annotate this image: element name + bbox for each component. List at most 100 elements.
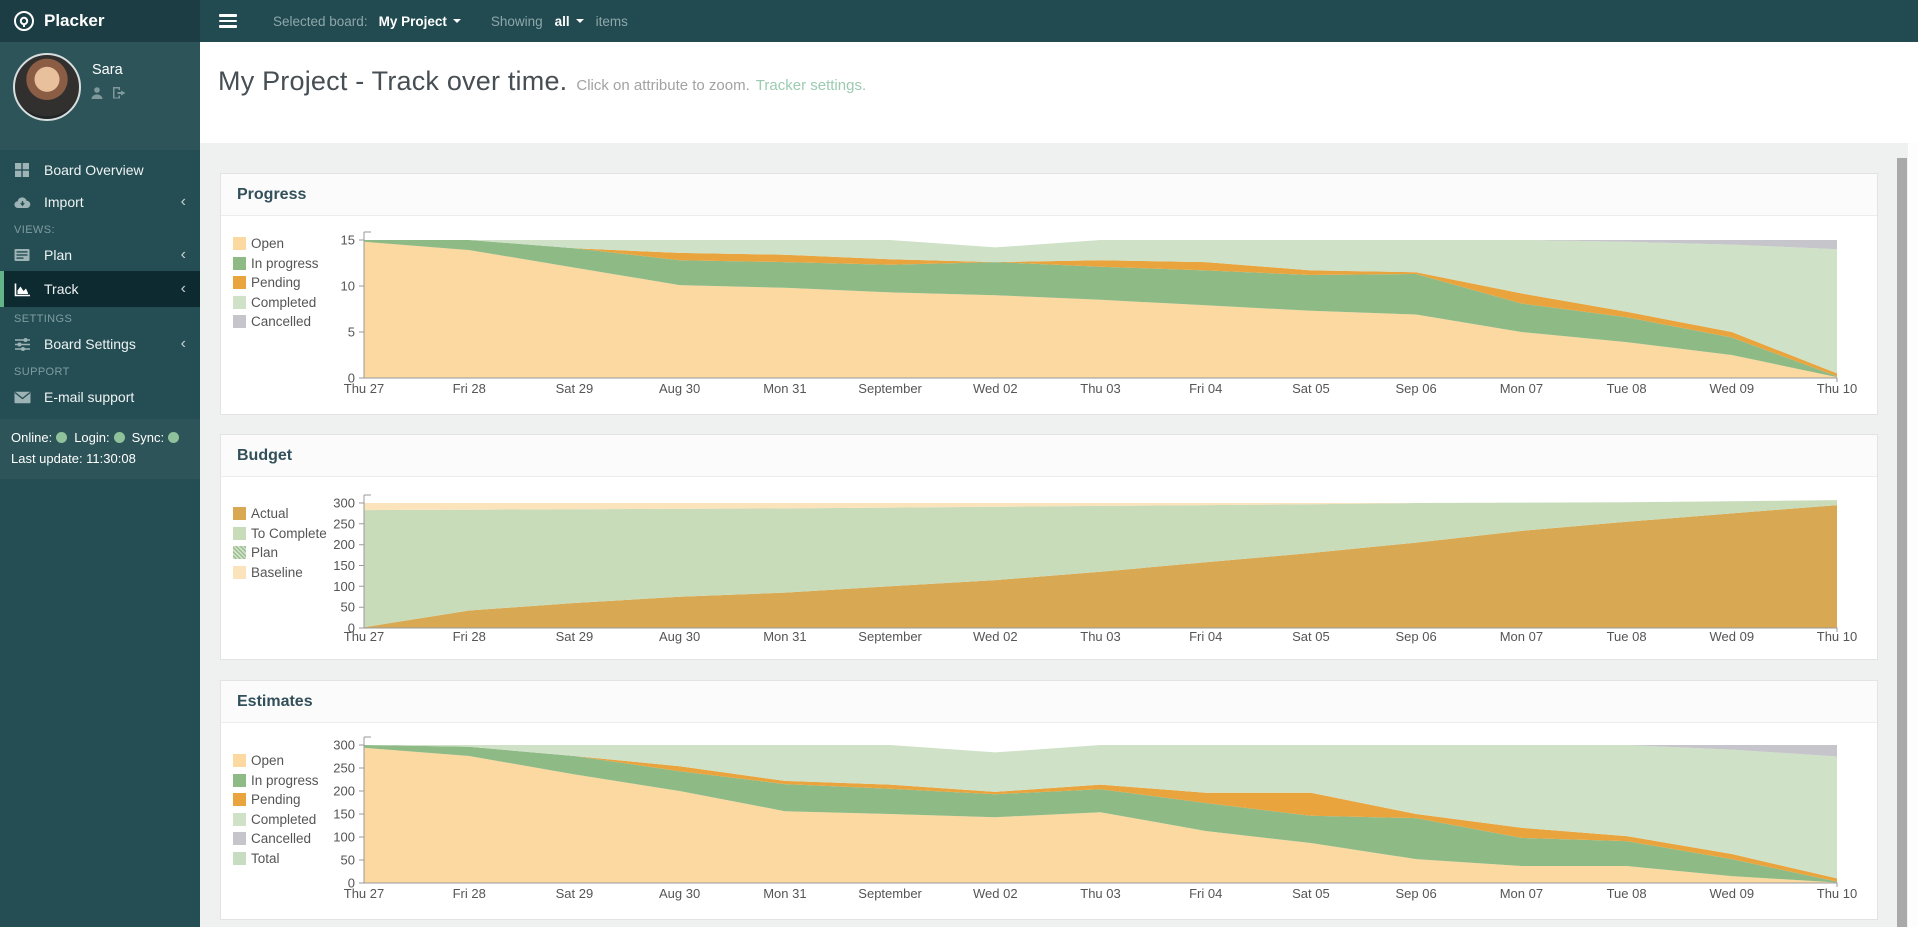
legend-item-completed[interactable]: Completed: [233, 293, 319, 313]
hamburger-menu-icon[interactable]: [219, 11, 237, 31]
progress-legend: Open In progress Pending Completed Cancelled: [233, 234, 319, 332]
content-area: Progress Open In progress Pending Completed…: [200, 143, 1918, 927]
cloud-download-icon: [14, 195, 31, 210]
brand-name: Placker: [44, 11, 105, 30]
legend-item-pending[interactable]: Pending: [233, 790, 319, 810]
sidebar: Sara Board Overview Import ‹ VIEWS: Plan…: [0, 42, 200, 927]
legend-label: Pending: [251, 792, 301, 808]
connection-status: Online: Login: Sync: Last update: 11:30:08: [0, 419, 200, 479]
svg-text:5: 5: [348, 325, 355, 340]
legend-swatch: [233, 793, 246, 807]
showing-selector[interactable]: all: [555, 14, 584, 29]
sidebar-item-board-settings[interactable]: Board Settings ‹: [0, 328, 200, 360]
legend-item-plan[interactable]: Plan: [233, 543, 327, 563]
legend-item-open[interactable]: Open: [233, 751, 319, 771]
svg-text:Thu 27: Thu 27: [344, 629, 384, 644]
svg-text:Tue 08: Tue 08: [1607, 629, 1647, 644]
sidebar-item-label: Plan: [44, 247, 73, 263]
avatar[interactable]: [13, 53, 81, 121]
svg-text:Tue 08: Tue 08: [1607, 886, 1647, 901]
svg-text:Fri 04: Fri 04: [1189, 381, 1222, 396]
sidebar-item-plan[interactable]: Plan ‹: [0, 239, 200, 271]
page-subtitle: Click on attribute to zoom.: [576, 77, 750, 94]
svg-text:Mon 07: Mon 07: [1500, 886, 1543, 901]
svg-text:Wed 09: Wed 09: [1710, 886, 1755, 901]
sidebar-section-support: SUPPORT: [14, 366, 70, 378]
svg-text:Wed 02: Wed 02: [973, 886, 1018, 901]
legend-swatch: [233, 812, 246, 826]
svg-text:Sat 29: Sat 29: [556, 886, 594, 901]
legend-swatch: [233, 754, 246, 768]
legend-item-pending[interactable]: Pending: [233, 273, 319, 293]
legend-label: Actual: [251, 506, 289, 522]
sidebar-item-track[interactable]: Track ‹: [0, 271, 200, 307]
legend-label: Cancelled: [251, 831, 312, 847]
estimates-chart[interactable]: 0 50 100 150 200 250 300 Thu 27 Fri 28 Sat 29 Aug …: [221, 723, 1877, 919]
legend-item-open[interactable]: Open: [233, 234, 319, 254]
legend-item-cancelled[interactable]: Cancelled: [233, 829, 319, 849]
sync-status-dot: [168, 432, 180, 443]
chevron-down-icon: [575, 19, 584, 23]
svg-text:Mon 31: Mon 31: [763, 381, 806, 396]
svg-text:Sep 06: Sep 06: [1395, 886, 1436, 901]
svg-text:150: 150: [333, 558, 355, 573]
sidebar-item-label: Import: [44, 194, 84, 210]
board-selector[interactable]: My Project: [379, 14, 461, 29]
legend-item-completed[interactable]: Completed: [233, 810, 319, 830]
sidebar-item-board-overview[interactable]: Board Overview: [0, 154, 200, 186]
svg-text:Fri 28: Fri 28: [453, 629, 486, 644]
brand-area: Placker: [0, 0, 200, 42]
placker-logo-icon: [13, 10, 35, 32]
svg-text:September: September: [858, 381, 922, 396]
tracker-settings-link[interactable]: Tracker settings.: [755, 77, 867, 94]
svg-text:300: 300: [333, 738, 355, 753]
sidebar-item-label: Board Settings: [44, 336, 136, 352]
estimates-panel: Estimates Open In progress Pending Complete…: [220, 680, 1878, 920]
chevron-down-icon: [452, 19, 461, 23]
svg-text:September: September: [858, 629, 922, 644]
legend-item-to-complete[interactable]: To Complete: [233, 524, 327, 544]
estimates-panel-header: Estimates: [221, 681, 1877, 723]
legend-item-in-progress[interactable]: In progress: [233, 771, 319, 791]
svg-text:0: 0: [348, 621, 355, 636]
legend-item-actual[interactable]: Actual: [233, 504, 327, 524]
user-name: Sara: [92, 62, 123, 78]
svg-text:Thu 03: Thu 03: [1080, 629, 1120, 644]
legend-item-total[interactable]: Total: [233, 849, 319, 869]
legend-swatch: [233, 256, 246, 270]
profile-icon[interactable]: [90, 86, 104, 105]
status-line: Online: Login: Sync:: [11, 428, 189, 449]
legend-label: Open: [251, 753, 285, 769]
plan-list-icon: [14, 248, 31, 262]
progress-chart[interactable]: 0 5 10 15 Thu 27 Fri 28 Sat 29 Aug 30 Mon 31 Sept…: [221, 216, 1877, 414]
envelope-icon: [14, 391, 31, 404]
svg-text:Mon 07: Mon 07: [1500, 381, 1543, 396]
sign-out-icon[interactable]: [112, 86, 127, 105]
svg-text:Sat 29: Sat 29: [556, 629, 594, 644]
legend-swatch: [233, 546, 246, 560]
svg-text:200: 200: [333, 537, 355, 552]
sidebar-item-label: E-mail support: [44, 389, 135, 405]
page-header: My Project - Track over time. Click on a…: [200, 42, 1918, 143]
sidebar-item-email-support[interactable]: E-mail support: [0, 381, 200, 413]
chevron-left-icon: ‹: [180, 335, 186, 352]
legend-label: In progress: [251, 772, 319, 788]
svg-text:300: 300: [333, 496, 355, 511]
svg-text:September: September: [858, 886, 922, 901]
sidebar-item-label: Track: [44, 281, 79, 297]
legend-item-in-progress[interactable]: In progress: [233, 254, 319, 274]
panel-title: Estimates: [237, 692, 313, 710]
panel-title: Progress: [237, 185, 307, 203]
sidebar-item-import[interactable]: Import ‹: [0, 186, 200, 218]
progress-panel-header: Progress: [221, 174, 1877, 216]
selected-board-label: Selected board:: [273, 13, 368, 29]
svg-text:Fri 28: Fri 28: [453, 381, 486, 396]
sidebar-item-label: Board Overview: [44, 162, 144, 178]
legend-item-baseline[interactable]: Baseline: [233, 563, 327, 583]
svg-text:Aug 30: Aug 30: [659, 629, 700, 644]
top-bar: Placker Selected board: My Project Showi…: [0, 0, 1918, 42]
legend-item-cancelled[interactable]: Cancelled: [233, 312, 319, 332]
legend-swatch: [233, 295, 246, 309]
budget-chart[interactable]: 0 50 100 150 200 250 300 Thu 27 Fri 28 Sat 29 Aug …: [221, 477, 1877, 659]
vertical-scrollbar-thumb[interactable]: [1897, 158, 1907, 927]
